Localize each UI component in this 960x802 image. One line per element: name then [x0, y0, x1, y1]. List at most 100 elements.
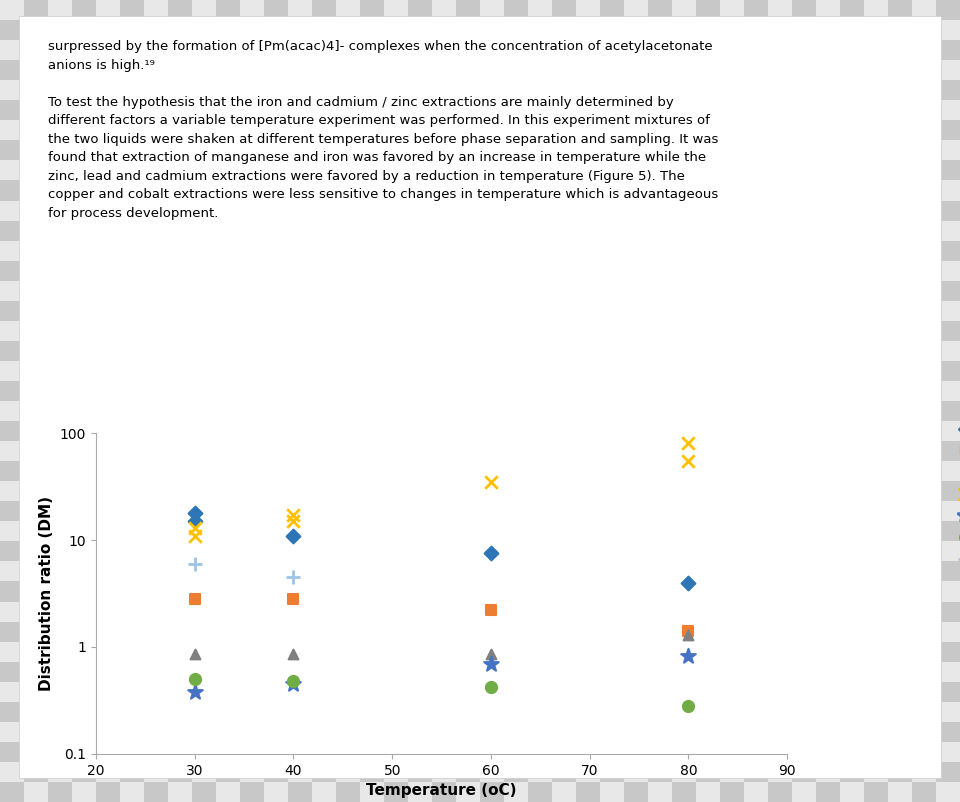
Bar [96, 561, 120, 581]
Bar [240, 521, 264, 541]
Bar [408, 221, 432, 241]
Bar [888, 702, 912, 722]
Bar [840, 682, 864, 702]
Bar [624, 722, 648, 742]
Bar [144, 561, 168, 581]
Bar [648, 602, 672, 622]
Bar [648, 160, 672, 180]
Bar [72, 361, 96, 381]
Bar [360, 441, 384, 461]
Bar [840, 20, 864, 40]
Bar [816, 180, 840, 200]
Bar [696, 60, 720, 80]
Bar [384, 441, 408, 461]
Bar [336, 281, 360, 301]
Bar [384, 682, 408, 702]
Bar [432, 321, 456, 341]
Bar [48, 281, 72, 301]
Bar [384, 140, 408, 160]
Bar [504, 381, 528, 401]
Bar [72, 180, 96, 200]
Bar [456, 682, 480, 702]
Bar [144, 100, 168, 120]
Bar [840, 80, 864, 100]
Bar [624, 140, 648, 160]
Bar [912, 722, 936, 742]
Bar [24, 321, 48, 341]
Bar [168, 80, 192, 100]
Bar [888, 261, 912, 281]
Bar [264, 441, 288, 461]
Bar [96, 581, 120, 602]
Bar [0, 622, 24, 642]
Bar [408, 441, 432, 461]
Bar [720, 722, 744, 742]
Bar [600, 140, 624, 160]
Bar [840, 461, 864, 481]
Bar [720, 80, 744, 100]
Bar [648, 622, 672, 642]
Bar [312, 722, 336, 742]
Bar [120, 521, 144, 541]
Bar [360, 401, 384, 421]
Bar [936, 60, 960, 80]
Bar [672, 160, 696, 180]
Bar [888, 602, 912, 622]
Bar [168, 120, 192, 140]
Bar [384, 581, 408, 602]
Bar [720, 401, 744, 421]
Bar [528, 241, 552, 261]
Bar [288, 782, 312, 802]
Bar [456, 702, 480, 722]
Bar [0, 742, 24, 762]
Bar [360, 602, 384, 622]
Bar [816, 200, 840, 221]
Bar [384, 60, 408, 80]
Bar [528, 702, 552, 722]
Bar [552, 80, 576, 100]
Bar [792, 341, 816, 361]
Bar [408, 200, 432, 221]
Bar [288, 682, 312, 702]
Bar [624, 461, 648, 481]
Bar [168, 20, 192, 40]
Bar [312, 281, 336, 301]
Bar [696, 662, 720, 682]
Bar [648, 200, 672, 221]
Mn [483, 657, 498, 670]
Bar [384, 20, 408, 40]
Bar [816, 622, 840, 642]
Bar [720, 642, 744, 662]
Bar [792, 361, 816, 381]
Bar [816, 421, 840, 441]
Bar [552, 100, 576, 120]
Bar [336, 742, 360, 762]
Bar [168, 200, 192, 221]
Bar [624, 20, 648, 40]
Bar [432, 281, 456, 301]
Bar [768, 221, 792, 241]
Bar [672, 602, 696, 622]
Bar [840, 501, 864, 521]
Bar [528, 421, 552, 441]
Bar [720, 602, 744, 622]
Bar [456, 401, 480, 421]
Bar [144, 421, 168, 441]
Bar [480, 481, 504, 501]
Bar [456, 521, 480, 541]
Bar [336, 20, 360, 40]
Bar [624, 221, 648, 241]
Fe [286, 515, 301, 528]
Bar [168, 742, 192, 762]
Bar [0, 60, 24, 80]
Bar [48, 581, 72, 602]
Bar [96, 722, 120, 742]
Bar [720, 421, 744, 441]
Bar [912, 541, 936, 561]
Bar [696, 221, 720, 241]
Bar [528, 441, 552, 461]
Bar [120, 261, 144, 281]
Bar [648, 662, 672, 682]
Bar [456, 40, 480, 60]
Bar [336, 682, 360, 702]
